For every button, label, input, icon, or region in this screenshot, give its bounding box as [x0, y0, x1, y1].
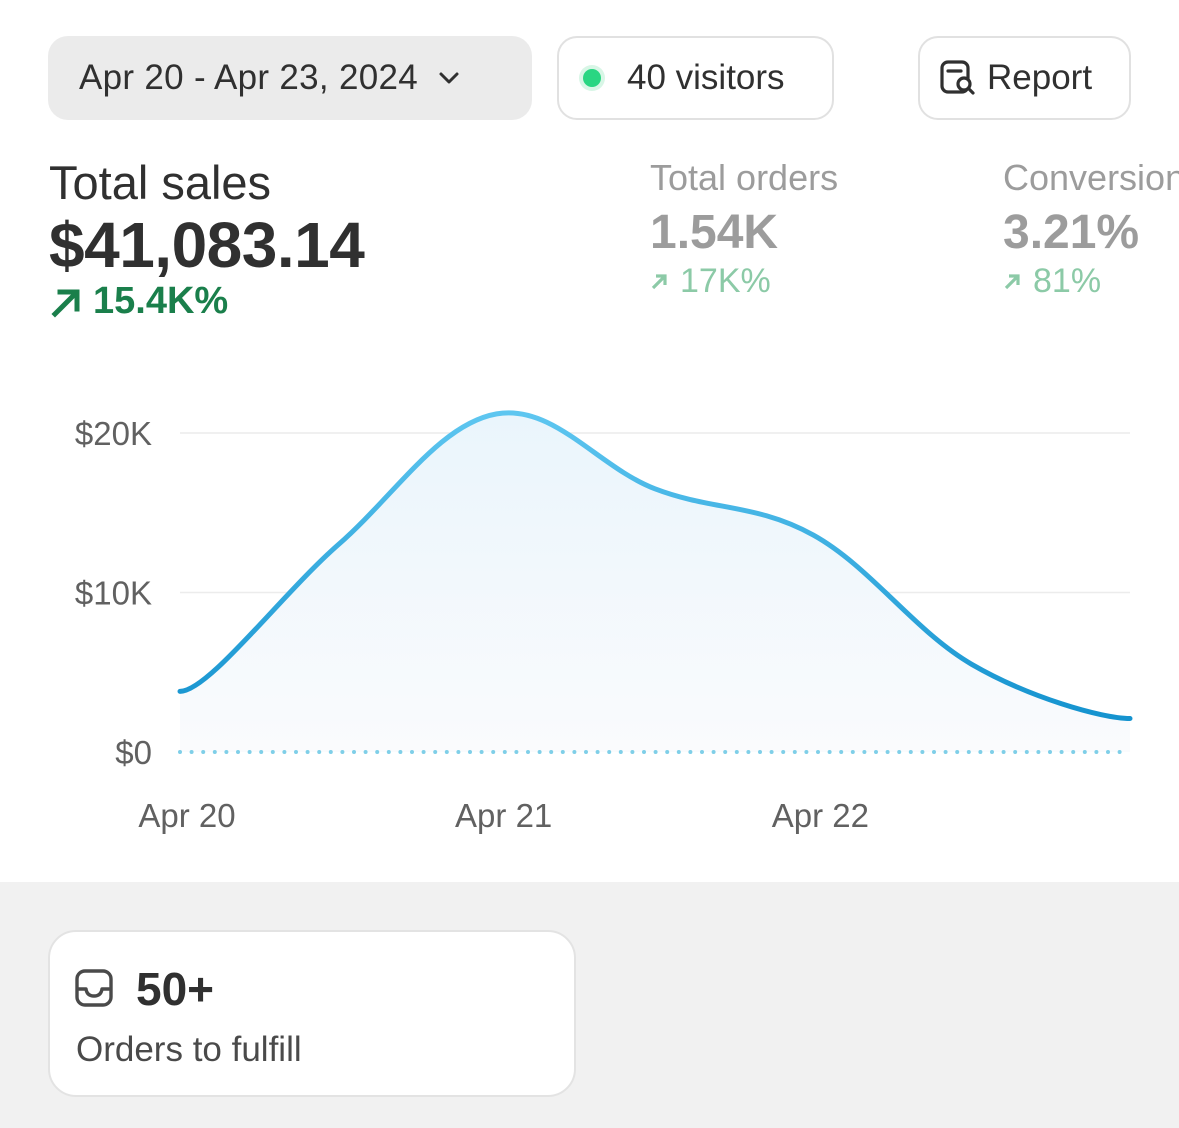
conversion-metric[interactable]: Conversion 3.21% 81%	[1003, 157, 1179, 301]
conversion-value: 3.21%	[1003, 206, 1140, 259]
live-visitors-button[interactable]: 40 visitors	[557, 36, 834, 120]
date-range-label: Apr 20 - Apr 23, 2024	[79, 58, 419, 97]
report-button[interactable]: Report	[918, 36, 1131, 120]
total-sales-value: $41,083.14	[49, 209, 365, 281]
sales-line-chart[interactable]: $0 $10K $20K Apr 20 Apr 21 Apr 22	[0, 380, 1179, 860]
report-search-icon	[939, 59, 977, 97]
date-range-button[interactable]: Apr 20 - Apr 23, 2024	[48, 36, 532, 120]
total-orders-metric[interactable]: Total orders 1.54K 17K%	[650, 157, 838, 301]
chart-x-axis: Apr 20 Apr 21 Apr 22	[138, 797, 869, 834]
chart-y-axis: $0 $10K $20K	[75, 415, 152, 771]
x-tick-label: Apr 21	[455, 797, 552, 834]
y-tick-label: $10K	[75, 575, 152, 612]
orders-to-fulfill-card[interactable]: 50+ Orders to fulfill	[48, 930, 576, 1097]
arrow-up-right-icon	[51, 288, 80, 318]
conversion-title: Conversion	[1003, 157, 1179, 198]
total-orders-value: 1.54K	[650, 206, 779, 259]
y-tick-label: $20K	[75, 415, 152, 452]
conversion-change-value: 81%	[1033, 262, 1102, 300]
inbox-icon	[74, 968, 114, 1008]
total-sales-metric[interactable]: Total sales $41,083.14 15.4K%	[49, 155, 365, 323]
live-dot-icon	[583, 69, 601, 87]
total-orders-title: Total orders	[650, 157, 839, 198]
sales-area-fill	[180, 412, 1130, 752]
visitors-label: 40 visitors	[627, 58, 785, 97]
sales-series-line[interactable]	[177, 410, 1133, 722]
x-tick-label: Apr 20	[138, 797, 235, 834]
y-tick-label: $0	[115, 734, 152, 771]
orders-to-fulfill-count: 50+	[136, 963, 215, 1015]
total-orders-change: 17K%	[650, 262, 838, 301]
x-tick-label: Apr 22	[772, 797, 869, 834]
total-sales-title: Total sales	[49, 156, 272, 209]
orders-to-fulfill-label: Orders to fulfill	[76, 1030, 302, 1069]
report-label: Report	[987, 58, 1093, 97]
total-sales-change-value: 15.4K%	[93, 280, 229, 322]
total-sales-change: 15.4K%	[49, 280, 364, 323]
sales-overview-panel: Apr 20 - Apr 23, 2024 40 visitors Report…	[0, 36, 1179, 860]
arrow-up-right-icon	[651, 273, 667, 289]
total-orders-change-value: 17K%	[680, 262, 771, 300]
arrow-up-right-icon	[1004, 273, 1020, 289]
chevron-down-icon	[434, 63, 464, 93]
conversion-change: 81%	[1003, 262, 1179, 301]
